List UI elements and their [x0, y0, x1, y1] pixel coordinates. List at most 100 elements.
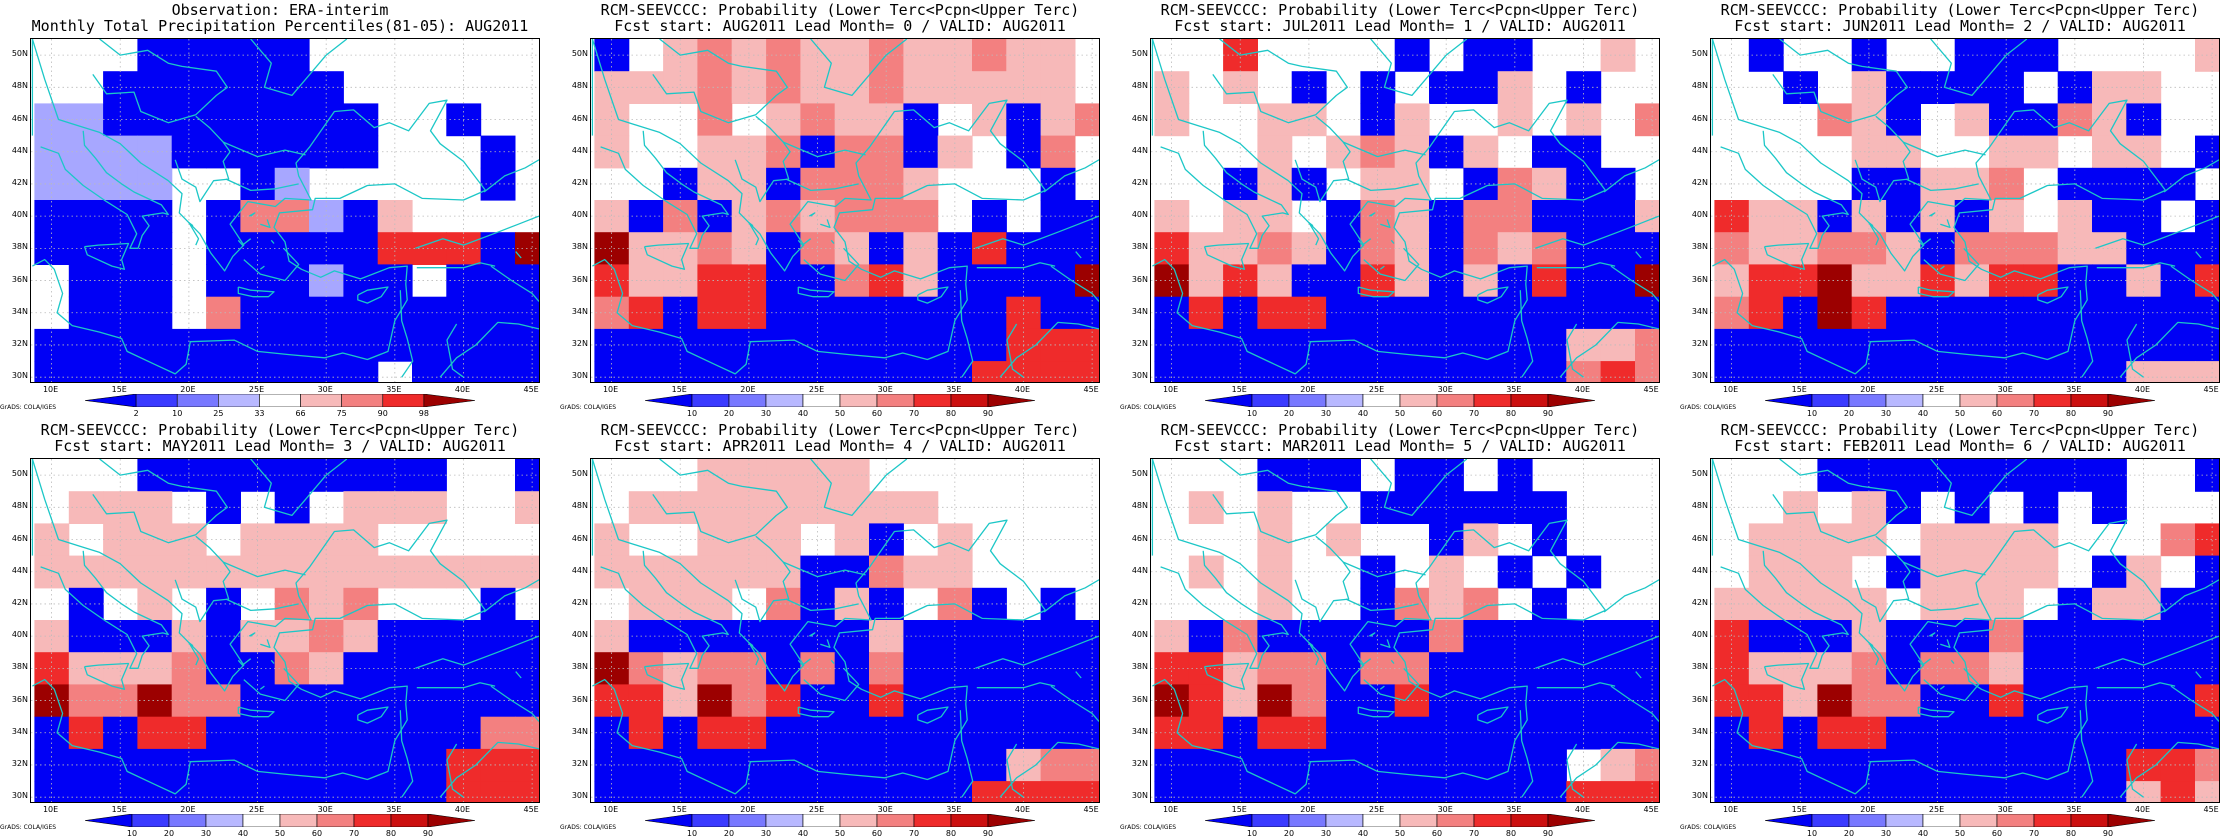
lat-tick-label: 38N	[571, 242, 588, 252]
colorbar-label: 90	[1542, 829, 1554, 838]
coastline	[1720, 550, 1849, 669]
grid-cell	[1954, 781, 1990, 802]
lon-tick-label: 10E	[42, 385, 59, 394]
coastline	[1930, 459, 2028, 517]
coastline	[2096, 682, 2176, 689]
coastline	[1160, 130, 1289, 249]
colorbar-swatch	[2033, 814, 2072, 827]
grid-cell	[103, 361, 138, 382]
grid-cell	[515, 781, 539, 802]
colorbar-label: 98	[418, 409, 429, 418]
map-panel: RCM-SEEVCCC: Probability (Lower Terc<Pcp…	[1680, 0, 2240, 420]
lon-tick-label: 25E	[1928, 385, 1945, 394]
grid-cell	[972, 781, 1007, 802]
lat-tick-label: 34N	[11, 306, 28, 316]
colorbar-swatch	[950, 394, 989, 407]
coastline	[225, 178, 299, 192]
lon-tick-label: 20E	[180, 805, 196, 814]
lat-tick-label: 46N	[11, 533, 28, 543]
grid-cell	[240, 781, 276, 802]
coastline	[1370, 459, 1468, 517]
coastline	[248, 212, 256, 217]
colorbar-swatch	[987, 394, 1035, 407]
colorbar-swatch	[876, 394, 915, 407]
lon-tick-label: 10E	[1162, 805, 1179, 814]
coastline	[797, 658, 812, 666]
colorbar	[85, 394, 475, 407]
colorbar-label: 50	[834, 409, 846, 418]
lon-tick-label: 15E	[671, 805, 687, 814]
lon-tick-label: 20E	[1860, 805, 1876, 814]
lon-tick-label: 35E	[386, 385, 402, 394]
colorbar-label: 90	[422, 829, 434, 838]
colorbar-label: 70	[348, 829, 360, 838]
coastline	[2195, 671, 2202, 679]
coastline	[174, 535, 231, 623]
grid-cell	[1188, 781, 1224, 802]
coastline	[2163, 159, 2219, 193]
grid-cell	[1714, 296, 1750, 330]
colorbar-label: 90	[377, 409, 388, 418]
panel-subtitle: Fcst start: APR2011 Lead Month= 4 / VALI…	[614, 437, 1066, 455]
colorbar-swatch	[1325, 394, 1364, 407]
lat-tick-label: 40N	[11, 210, 28, 220]
colorbar-swatch	[341, 394, 384, 407]
grid-cell	[1532, 781, 1567, 802]
colorbar-label: 30	[760, 829, 772, 838]
grid-cell	[1783, 361, 1818, 382]
lon-tick-label: 25E	[1368, 385, 1385, 394]
panel-title: RCM-SEEVCCC: Probability (Lower Terc<Pcp…	[1160, 421, 1640, 439]
colorbar-label: 80	[385, 829, 397, 838]
coastline	[250, 459, 348, 517]
coastline	[222, 561, 306, 578]
coastline	[1902, 561, 1986, 578]
coastline	[1854, 115, 1911, 203]
colorbar-swatch	[728, 394, 767, 407]
grid-cell	[663, 361, 698, 382]
lat-tick-label: 38N	[1691, 662, 1708, 672]
grid-cell	[2160, 781, 2196, 802]
lat-tick-label: 34N	[571, 306, 588, 316]
grid-cell	[240, 361, 276, 382]
coastline	[2079, 290, 2094, 378]
coastline	[174, 115, 231, 203]
grid-cell	[1954, 361, 1990, 382]
coastline	[270, 659, 275, 664]
lon-tick-label: 30E	[877, 385, 893, 394]
lon-tick-label: 35E	[946, 385, 962, 394]
grid-cell	[1920, 296, 1956, 330]
lon-tick-label: 45E	[1643, 805, 1659, 814]
coastline	[1075, 251, 1082, 259]
lat-tick-label: 32N	[571, 338, 588, 348]
lat-tick-label: 44N	[571, 565, 588, 575]
colorbar-swatch	[1325, 814, 1364, 827]
coastline	[237, 286, 275, 298]
grid-cell	[34, 361, 70, 382]
grid-cell	[697, 361, 733, 382]
colorbar-swatch	[765, 394, 804, 407]
lat-tick-label: 38N	[11, 662, 28, 672]
lat-tick-label: 40N	[571, 210, 588, 220]
colorbar	[1205, 394, 1595, 407]
lon-tick-label: 40E	[1014, 805, 1031, 814]
grid-cell	[903, 781, 939, 802]
colorbar-swatch	[135, 394, 178, 407]
grid-cell	[137, 781, 173, 802]
coastline	[975, 215, 1099, 249]
grid-cell	[1429, 781, 1464, 802]
coastline	[810, 459, 908, 517]
grid-cell	[1463, 781, 1499, 802]
colorbar-label: 50	[1954, 409, 1966, 418]
lat-tick-label: 42N	[571, 177, 588, 187]
lat-tick-label: 38N	[1691, 242, 1708, 252]
lat-tick-label: 42N	[1131, 597, 1148, 607]
grid-cell	[594, 523, 630, 557]
grid-cell	[663, 781, 698, 802]
grid-cell	[1714, 200, 1750, 233]
lon-tick-label: 45E	[523, 385, 539, 394]
coastline	[260, 639, 271, 649]
grid-cell	[343, 781, 379, 802]
grid-cell	[800, 103, 836, 137]
coastline	[1868, 221, 1880, 246]
coastline	[1923, 247, 1980, 282]
